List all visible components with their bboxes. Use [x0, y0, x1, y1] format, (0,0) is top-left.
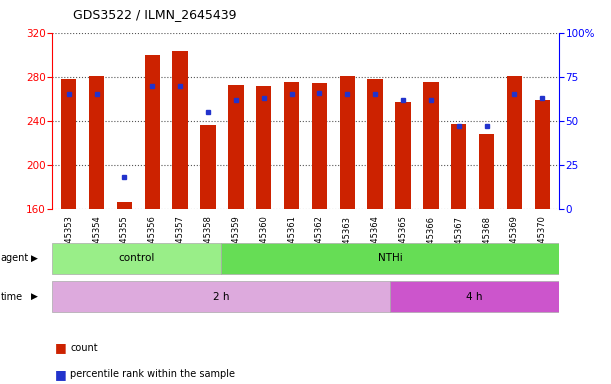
Bar: [340, 76, 355, 209]
Text: 4 h: 4 h: [466, 291, 483, 302]
Bar: [451, 124, 466, 209]
Text: NTHi: NTHi: [378, 253, 403, 263]
Text: ▶: ▶: [31, 254, 37, 263]
Bar: [89, 76, 104, 209]
Bar: [172, 51, 188, 209]
Bar: [535, 100, 550, 209]
Bar: [117, 202, 132, 209]
Text: control: control: [119, 253, 155, 263]
Text: GDS3522 / ILMN_2645439: GDS3522 / ILMN_2645439: [73, 8, 237, 21]
Text: time: time: [1, 291, 23, 302]
Bar: [52, 281, 390, 312]
Bar: [228, 84, 244, 209]
Text: count: count: [70, 343, 98, 353]
Text: percentile rank within the sample: percentile rank within the sample: [70, 369, 235, 379]
Bar: [145, 55, 160, 209]
Text: ■: ■: [55, 368, 67, 381]
Bar: [200, 125, 216, 209]
Bar: [52, 243, 221, 274]
Bar: [221, 243, 559, 274]
Bar: [367, 79, 383, 209]
Bar: [507, 76, 522, 209]
Text: 2 h: 2 h: [213, 291, 229, 302]
Bar: [423, 82, 439, 209]
Bar: [256, 86, 271, 209]
Text: ▶: ▶: [31, 292, 37, 301]
Bar: [284, 82, 299, 209]
Bar: [390, 281, 559, 312]
Bar: [61, 79, 76, 209]
Bar: [395, 102, 411, 209]
Text: ■: ■: [55, 341, 67, 354]
Bar: [312, 83, 327, 209]
Bar: [479, 134, 494, 209]
Text: agent: agent: [1, 253, 29, 263]
